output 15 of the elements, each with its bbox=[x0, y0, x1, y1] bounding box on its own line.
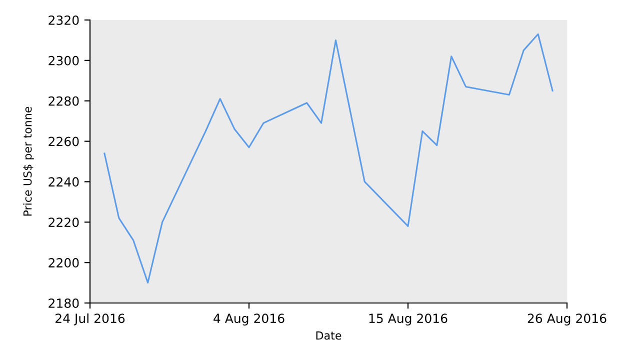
x-tick-label: 26 Aug 2016 bbox=[528, 314, 606, 326]
y-tick-label: 2200 bbox=[48, 258, 79, 268]
x-tick-label: 15 Aug 2016 bbox=[369, 314, 448, 326]
line-series bbox=[104, 33, 554, 284]
y-axis-title: Price US$ per tonne bbox=[23, 106, 34, 216]
x-axis-title: Date bbox=[316, 331, 342, 340]
x-tick-label: 4 Aug 2016 bbox=[214, 314, 284, 326]
y-tick-label: 2300 bbox=[48, 56, 79, 66]
y-tick-label: 2240 bbox=[48, 177, 79, 187]
y-tick-label: 2180 bbox=[48, 298, 79, 308]
y-tick-label: 2260 bbox=[48, 136, 79, 146]
y-tick-label: 2220 bbox=[48, 218, 79, 228]
y-tick-label: 2320 bbox=[48, 15, 79, 25]
y-tick-label: 2280 bbox=[48, 96, 79, 106]
x-tick-label: 24 Jul 2016 bbox=[56, 313, 125, 326]
